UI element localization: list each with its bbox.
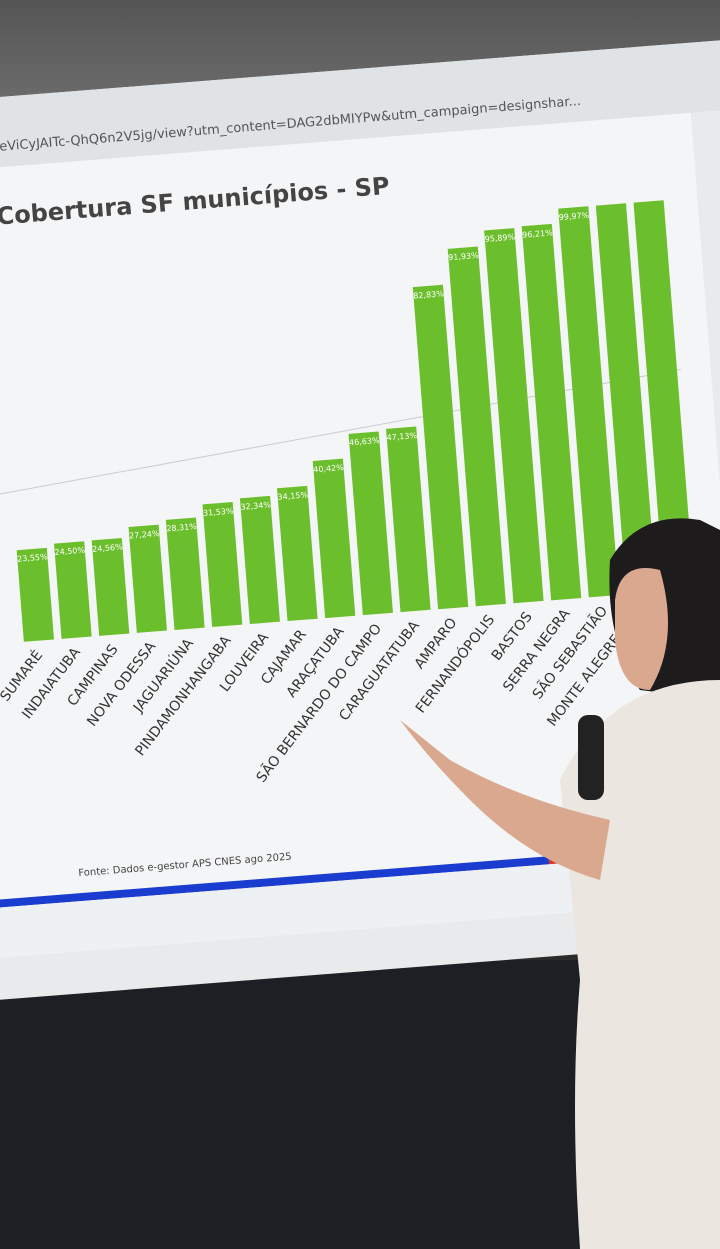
value-label: 91,93% bbox=[448, 251, 480, 262]
browser-bar bbox=[0, 39, 720, 173]
value-label: 27,24% bbox=[129, 529, 161, 540]
bar bbox=[128, 524, 167, 633]
arm bbox=[400, 720, 610, 880]
bar bbox=[521, 223, 582, 601]
value-label: 32,34% bbox=[240, 500, 272, 511]
bar bbox=[239, 495, 280, 625]
value-label: 82,83% bbox=[413, 289, 445, 300]
bar bbox=[202, 502, 243, 627]
value-label: 40,42% bbox=[313, 463, 345, 474]
value-label: 46,63% bbox=[349, 436, 381, 447]
microphone bbox=[578, 715, 604, 800]
bar bbox=[348, 431, 393, 616]
bar bbox=[447, 246, 506, 607]
bar bbox=[91, 538, 130, 636]
value-label: 47,13% bbox=[386, 431, 418, 442]
value-label: 24,50% bbox=[54, 546, 86, 557]
bar bbox=[484, 228, 544, 604]
bar bbox=[633, 200, 695, 592]
bar bbox=[165, 517, 205, 630]
projected-screen: YPw/xeViCyJAITc-QhQ6n2V5jg/view?utm_cont… bbox=[0, 39, 720, 1000]
bar bbox=[412, 284, 469, 610]
value-label: 95,89% bbox=[484, 233, 516, 244]
value-label: 96,21% bbox=[522, 228, 554, 239]
stripe bbox=[0, 856, 550, 909]
bar bbox=[312, 458, 356, 619]
bar bbox=[558, 206, 619, 598]
presenter bbox=[400, 518, 720, 1249]
bar bbox=[54, 541, 92, 639]
value-label: 23,55% bbox=[17, 552, 49, 563]
bar bbox=[16, 547, 54, 642]
bar bbox=[277, 485, 318, 622]
value-label: 24,56% bbox=[92, 542, 124, 553]
face bbox=[615, 568, 668, 690]
bar bbox=[386, 426, 431, 613]
value-label: 31,53% bbox=[203, 506, 235, 517]
value-label: 34,15% bbox=[277, 490, 309, 501]
bar bbox=[595, 203, 657, 595]
value-label: 99,97% bbox=[558, 211, 590, 222]
value-label: 28,31% bbox=[166, 522, 198, 533]
